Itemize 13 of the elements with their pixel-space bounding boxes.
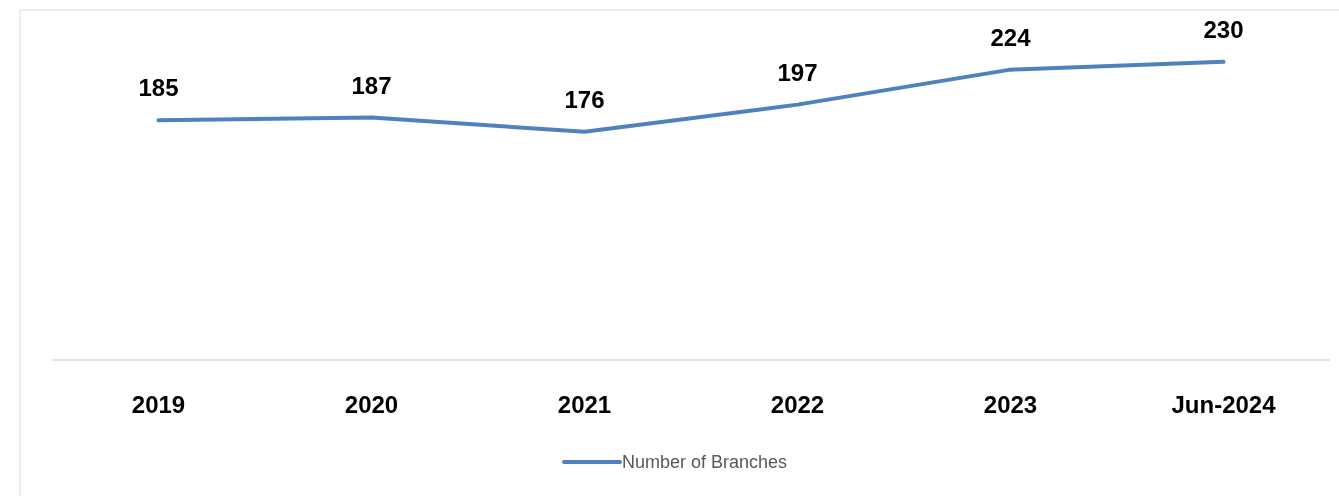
data-label: 176: [564, 85, 605, 113]
data-label: 187: [351, 71, 392, 99]
x-tick-label: 2019: [131, 391, 186, 418]
x-tick-label: 2023: [983, 391, 1038, 418]
legend-label: Number of Branches: [622, 452, 788, 472]
x-tick-label: 2020: [344, 391, 399, 418]
data-label: 185: [138, 74, 179, 102]
data-label: 224: [990, 23, 1032, 51]
x-tick-label: 2022: [770, 391, 825, 418]
x-tick-label: Jun-2024: [1171, 391, 1277, 418]
x-tick-label: 2021: [557, 391, 612, 418]
data-label: 230: [1203, 15, 1244, 43]
data-label: 197: [777, 58, 818, 86]
